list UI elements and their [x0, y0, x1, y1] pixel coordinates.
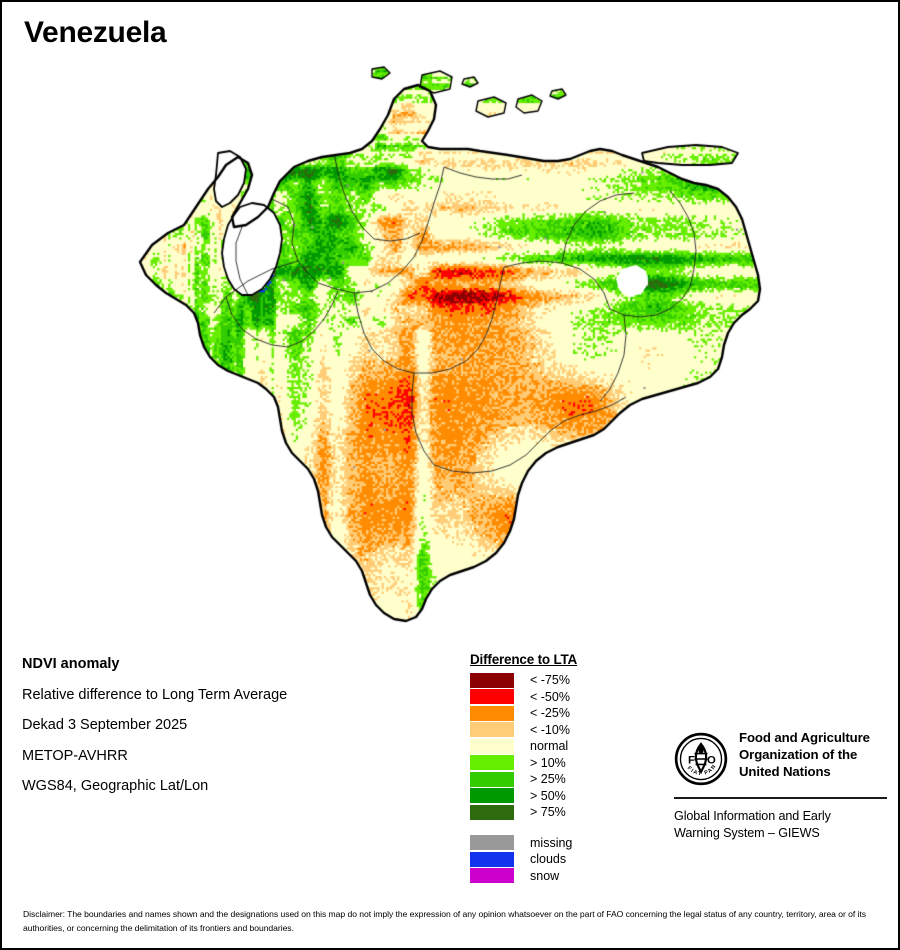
legend-spacer — [470, 821, 660, 835]
legend-label-class-2: < -25% — [530, 706, 570, 720]
legend-label-class-5: > 10% — [530, 755, 566, 770]
page-title: Venezuela — [24, 16, 167, 49]
legend-label-class-8: > 75% — [530, 805, 566, 819]
svg-text:O: O — [707, 754, 716, 766]
legend-row-class-7: > 50% — [470, 788, 660, 805]
legend-special-list: missing clouds snow — [470, 835, 660, 885]
legend-row-class-8: > 75% — [470, 804, 660, 821]
map-info-block: NDVI anomaly Relative difference to Long… — [22, 657, 422, 810]
legend-row-special-2: snow — [470, 868, 660, 885]
fao-header: F A O FIAT PANIS Food and AgricultureOrg… — [674, 730, 889, 786]
map-legend: Difference to LTA < -75% < -50% < -25% < -1… — [470, 652, 660, 884]
info-line-projection: WGS84, Geographic Lat/Lon — [22, 778, 209, 794]
legend-swatch-class-1 — [470, 689, 514, 705]
info-line-period: Dekad 3 September 2025 — [22, 717, 188, 733]
legend-label-class-1: < -50% — [530, 689, 570, 704]
info-line-product: NDVI anomaly — [22, 656, 120, 672]
legend-label-special-2: snow — [530, 868, 560, 883]
legend-row-special-1: clouds — [470, 851, 660, 868]
legend-row-class-3: < -10% — [470, 722, 660, 739]
legend-label-class-3: < -10% — [530, 722, 570, 737]
legend-row-class-0: < -75% — [470, 672, 660, 689]
fao-branding-block: F A O FIAT PANIS Food and AgricultureOrg… — [674, 730, 889, 842]
fao-divider — [674, 797, 887, 799]
legend-swatch-class-8 — [470, 804, 514, 820]
legend-class-list: < -75% < -50% < -25% < -10% normal > 10% > 25%… — [470, 672, 660, 821]
map-raster-canvas — [122, 57, 782, 637]
legend-row-class-5: > 10% — [470, 755, 660, 772]
legend-label-class-0: < -75% — [530, 673, 570, 687]
info-line-method: Relative difference to Long Term Average — [22, 686, 288, 703]
legend-swatch-special-1 — [470, 851, 514, 867]
legend-swatch-special-0 — [470, 835, 514, 851]
legend-swatch-class-7 — [470, 788, 514, 804]
ndvi-anomaly-map — [122, 57, 782, 637]
fao-giews-name: Global Information and Early Warning Syst… — [674, 809, 831, 840]
legend-swatch-special-2 — [470, 868, 514, 884]
legend-label-class-4: normal — [530, 739, 569, 753]
fao-emblem-icon: F A O FIAT PANIS — [674, 732, 728, 786]
map-disclaimer: Disclaimer: The boundaries and names sho… — [23, 909, 866, 933]
legend-swatch-class-5 — [470, 755, 514, 771]
legend-row-special-0: missing — [470, 835, 660, 852]
legend-swatch-class-3 — [470, 722, 514, 738]
legend-label-special-0: missing — [530, 835, 573, 850]
svg-text:F: F — [688, 754, 695, 766]
legend-row-class-6: > 25% — [470, 771, 660, 788]
fao-organization-name: Food and Agriculture Organization of the U… — [739, 730, 870, 779]
legend-swatch-class-6 — [470, 771, 514, 787]
info-line-sensor: METOP-AVHRR — [22, 747, 128, 764]
legend-label-class-6: > 25% — [530, 772, 566, 786]
legend-title: Difference to LTA — [470, 652, 578, 667]
legend-row-class-4: normal — [470, 738, 660, 755]
legend-row-class-1: < -50% — [470, 689, 660, 706]
legend-swatch-class-4 — [470, 738, 514, 754]
legend-row-class-2: < -25% — [470, 705, 660, 722]
legend-swatch-class-2 — [470, 705, 514, 721]
legend-label-special-1: clouds — [530, 852, 567, 866]
legend-swatch-class-0 — [470, 672, 514, 688]
legend-label-class-7: > 50% — [530, 788, 566, 803]
